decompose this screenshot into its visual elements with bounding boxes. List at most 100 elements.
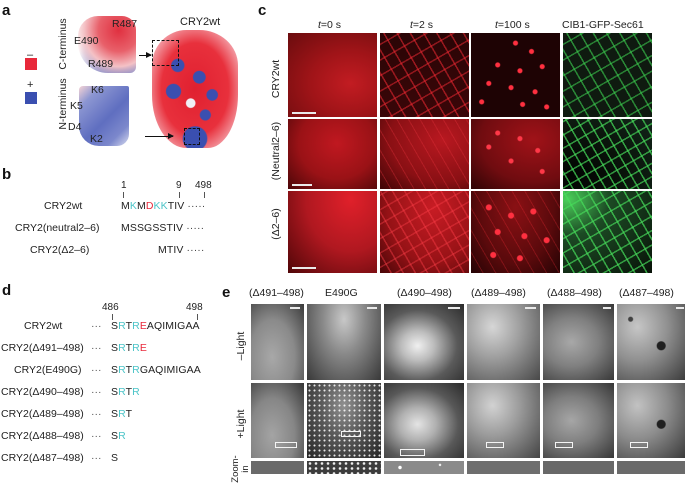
micrograph-neutral-t2 xyxy=(380,119,469,189)
residue-positive: R xyxy=(132,342,140,354)
residue-label-k6: K6 xyxy=(91,84,104,96)
residue-positive: R xyxy=(118,430,126,442)
residue-positive: R xyxy=(118,320,126,332)
residue-positive: R xyxy=(132,386,140,398)
mutant-name-d489: CRY2(Δ489–498) xyxy=(1,408,84,420)
residue: S xyxy=(111,386,119,398)
scale-bar xyxy=(290,307,300,309)
residue-positive: K xyxy=(129,200,137,212)
position-tick-9 xyxy=(179,192,180,198)
zoom-in-strip-d490 xyxy=(384,461,464,474)
residue: T xyxy=(125,408,133,420)
sequence-continuation: ····· xyxy=(187,200,206,212)
micrograph-d489-dark xyxy=(467,304,540,380)
scale-bar xyxy=(292,267,316,269)
scale-bar xyxy=(603,307,611,309)
position-tick-498 xyxy=(197,314,198,320)
residue: S xyxy=(111,320,119,332)
mutant-sequence-cry2wt: SRTREAQIMIGAA xyxy=(111,320,200,332)
zoom-in-strip-d489 xyxy=(467,461,540,474)
mutant-name-d487: CRY2(Δ487–498) xyxy=(1,452,84,464)
c-terminus-surface-image xyxy=(78,16,136,73)
residue-negative: E xyxy=(139,342,147,354)
residue: S xyxy=(111,408,119,420)
legend-positive-swatch xyxy=(25,92,37,104)
micrograph-cry2wt-t0 xyxy=(288,33,377,117)
mutant-sequence-d491: SRTRE xyxy=(111,342,147,354)
scale-bar xyxy=(448,307,460,309)
column-header-text: =0 s xyxy=(320,19,342,31)
micrograph-cry2wt-t2 xyxy=(380,33,469,117)
sequence-continuation: ····· xyxy=(186,222,205,234)
ellipsis: ··· xyxy=(91,452,102,464)
column-header-text: =100 s xyxy=(497,19,530,31)
time-variable: t xyxy=(410,19,413,31)
residue: M xyxy=(121,200,130,212)
micrograph-delta-t100 xyxy=(471,191,560,273)
mutant-sequence-d488: SR xyxy=(111,430,126,442)
residue-positive: R xyxy=(118,342,126,354)
n-terminus-surface-image xyxy=(79,86,129,146)
sequence-name-delta2-6: CRY2(Δ2–6) xyxy=(30,244,90,256)
position-marker-9: 9 xyxy=(176,180,182,191)
residue: S xyxy=(111,430,119,442)
position-marker-498: 498 xyxy=(186,302,203,313)
scale-bar xyxy=(676,307,684,309)
micrograph-d488-dark xyxy=(543,304,614,380)
sequence-name-neutral: CRY2(neutral2–6) xyxy=(15,222,100,234)
micrograph-d488-light xyxy=(543,383,614,458)
mutant-sequence-e490g: SRTRGAQIMIGAA xyxy=(111,364,201,376)
micrograph-d491-dark xyxy=(251,304,304,380)
residue: T xyxy=(125,342,133,354)
panel-letter-e: e xyxy=(222,284,231,301)
residue-positive: R xyxy=(118,386,126,398)
ellipsis: ··· xyxy=(91,364,102,376)
micrograph-e490g-light xyxy=(307,383,381,458)
zoom-in-strip-d491 xyxy=(251,461,304,474)
mutant-sequence-d489: SRT xyxy=(111,408,132,420)
time-variable: t xyxy=(495,19,498,31)
column-header-cib1: CIB1-GFP-Sec61 xyxy=(562,19,644,31)
row-label-cry2wt: CRY2wt xyxy=(270,59,282,99)
position-tick-486 xyxy=(112,314,113,320)
zoom-in-strip-d488 xyxy=(543,461,614,474)
position-marker-1: 1 xyxy=(121,180,127,191)
micrograph-e490g-dark xyxy=(307,304,381,380)
sequence-delta2-6: MTIV ····· xyxy=(158,244,205,256)
residue: TIV xyxy=(167,200,185,212)
micrograph-d490-light xyxy=(384,383,464,458)
zoom-in-strip-d487 xyxy=(617,461,685,474)
residue-negative: E xyxy=(139,320,147,332)
residue-positive: R xyxy=(132,320,140,332)
residue-positive: R xyxy=(132,364,140,376)
micrograph-delta-t2 xyxy=(380,191,469,273)
residue-positive: K xyxy=(160,200,168,212)
mutant-name-d488: CRY2(Δ488–498) xyxy=(1,430,84,442)
column-header-d490: (Δ490–498) xyxy=(397,287,452,299)
micrograph-neutral-t0 xyxy=(288,119,377,189)
column-header-d489: (Δ489–498) xyxy=(471,287,526,299)
position-tick-498 xyxy=(204,192,205,198)
residue: GAQIMIGAA xyxy=(139,364,201,376)
zoom-roi-box xyxy=(400,449,425,456)
ellipsis: ··· xyxy=(91,386,102,398)
position-tick-1 xyxy=(123,192,124,198)
zoom-in-strip-e490g xyxy=(307,461,381,474)
ellipsis: ··· xyxy=(91,342,102,354)
sequence-cry2wt: MKMDKKTIV ····· xyxy=(121,200,205,212)
structure-title: CRY2wt xyxy=(180,16,221,28)
c-terminus-highlight-box xyxy=(152,40,179,66)
residue-positive: R xyxy=(118,408,126,420)
n-terminus-arrow-icon xyxy=(145,133,174,139)
residue: MTIV xyxy=(158,244,184,256)
zoom-roi-box xyxy=(630,442,648,448)
residue-positive: R xyxy=(118,364,126,376)
residue-positive: K xyxy=(153,200,161,212)
micrograph-delta-gfp xyxy=(563,191,652,273)
scale-bar xyxy=(292,184,312,186)
column-header-d488: (Δ488–498) xyxy=(547,287,602,299)
column-header-t2: t=2 s xyxy=(410,19,433,31)
micrograph-neutral-t100 xyxy=(471,119,560,189)
residue: S xyxy=(111,364,119,376)
mutant-name-cry2wt: CRY2wt xyxy=(24,320,63,332)
